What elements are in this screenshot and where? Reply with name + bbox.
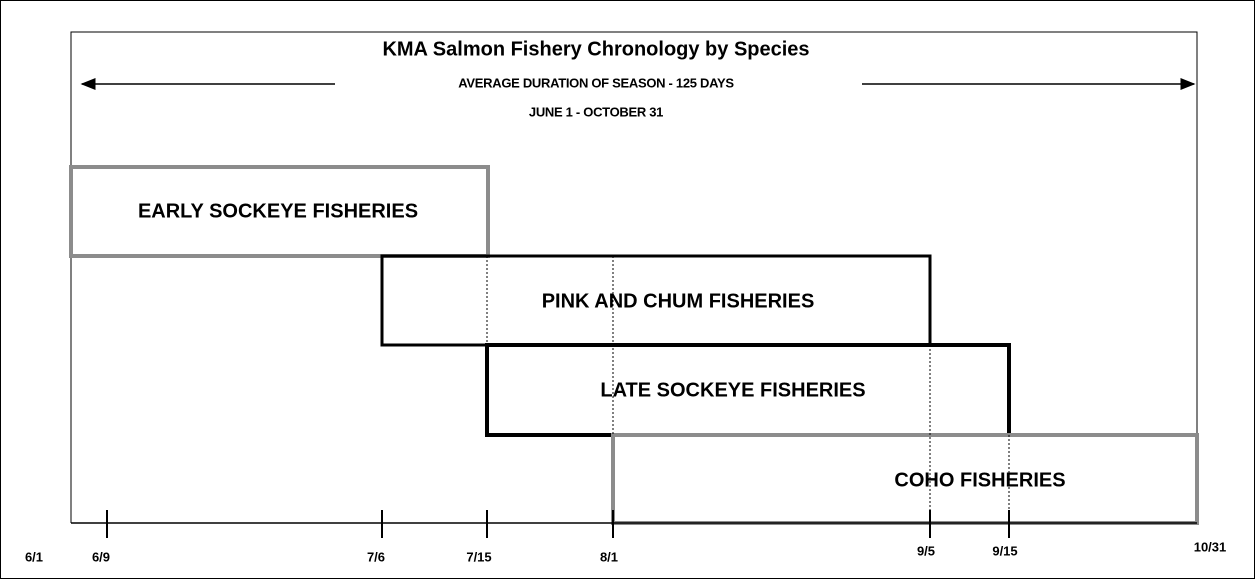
subtitle: AVERAGE DURATION OF SEASON - 125 DAYS xyxy=(458,75,734,90)
fishery-label: PINK AND CHUM FISHERIES xyxy=(542,290,815,312)
date-label: 7/15 xyxy=(466,549,491,564)
date-label: 6/1 xyxy=(25,549,43,564)
fishery-label: COHO FISHERIES xyxy=(894,469,1065,491)
date-label: 6/9 xyxy=(92,549,110,564)
title: KMA Salmon Fishery Chronology by Species xyxy=(382,38,809,60)
frame xyxy=(70,31,1198,523)
date-label: 9/15 xyxy=(992,543,1017,558)
fishery-label: EARLY SOCKEYE FISHERIES xyxy=(138,200,418,222)
date-label: 9/5 xyxy=(917,543,935,558)
date-label: 8/1 xyxy=(600,549,618,564)
date-range: JUNE 1 - OCTOBER 31 xyxy=(529,104,663,119)
early-sockeye-box xyxy=(69,165,490,258)
date-label: 10/31 xyxy=(1194,539,1227,554)
date-label: 7/6 xyxy=(367,549,385,564)
fishery-label: LATE SOCKEYE FISHERIES xyxy=(600,379,865,401)
